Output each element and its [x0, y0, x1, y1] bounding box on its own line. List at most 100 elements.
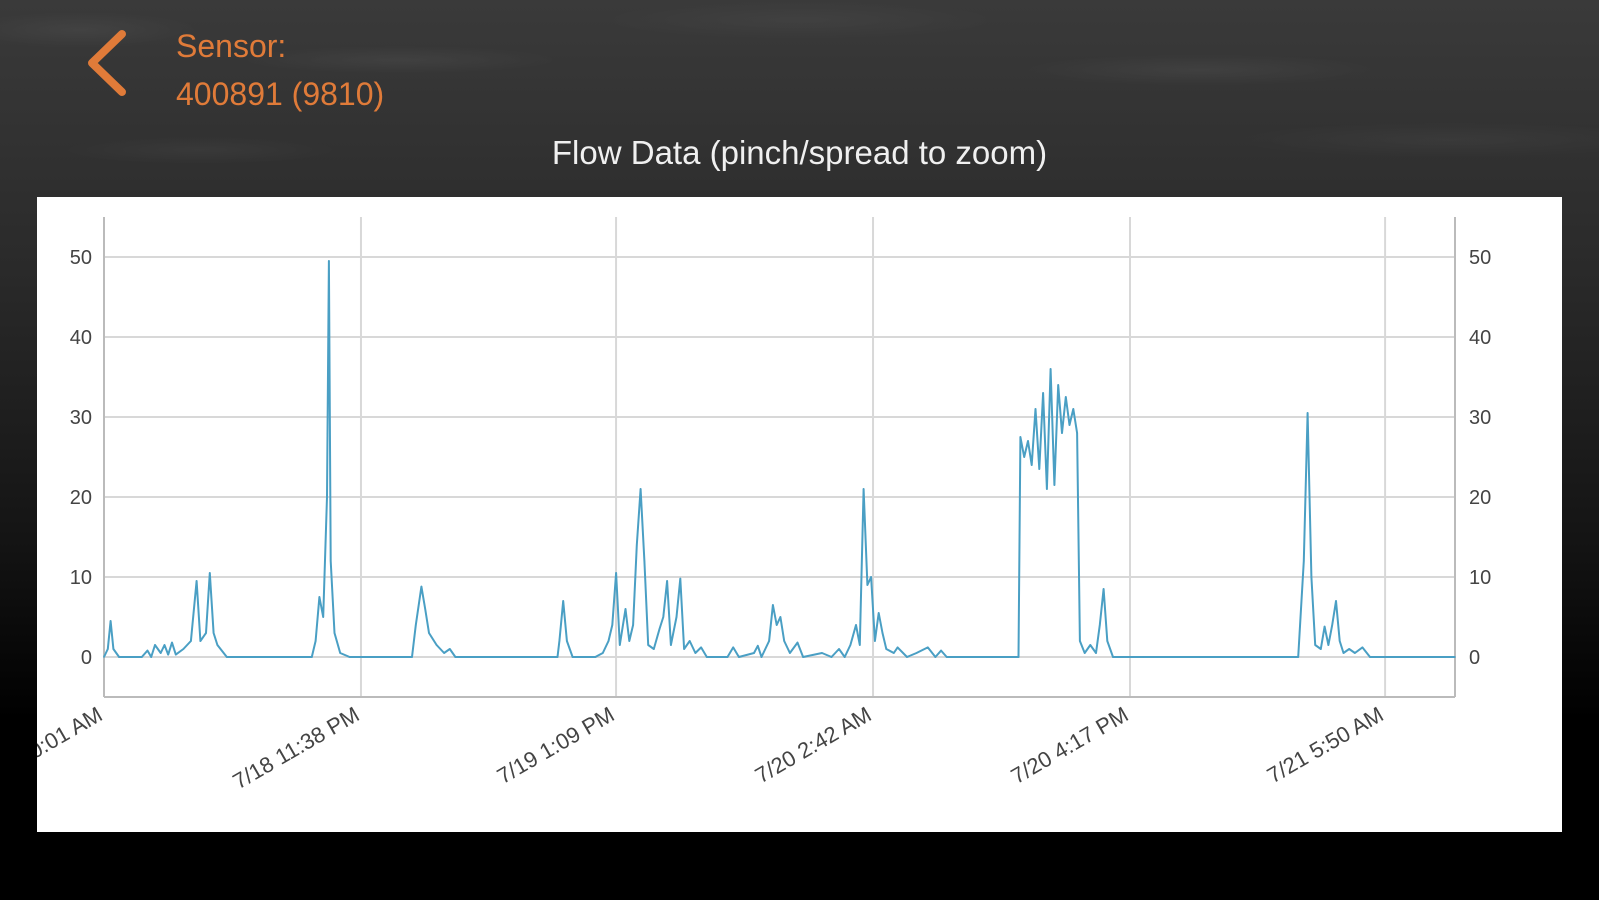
data-point: [322, 616, 325, 618]
data-point: [643, 560, 646, 562]
data-point: [107, 648, 109, 650]
data-point: [1034, 408, 1037, 410]
data-point: [1314, 644, 1316, 646]
data-point: [757, 645, 759, 647]
data-point: [500, 656, 502, 658]
data-point: [146, 649, 149, 652]
data-point: [167, 653, 169, 656]
data-point: [927, 646, 929, 649]
data-point: [775, 624, 778, 626]
data-point: [893, 652, 895, 654]
data-point: [175, 653, 177, 656]
data-point: [435, 644, 438, 646]
flow-chart-svg[interactable]: 0 0 10 10 20 20 30 30 40 40 50 50 7/18 10:01 AM 7/18 …: [37, 197, 1562, 832]
data-point: [1102, 588, 1105, 590]
data-point: [855, 624, 857, 626]
x-tick-label: 7/18 11:38 PM: [228, 702, 363, 794]
data-point: [789, 652, 791, 654]
y-tick-label-left: 50: [70, 247, 92, 269]
data-point: [1320, 648, 1322, 650]
data-point: [1042, 392, 1044, 394]
data-point: [1199, 656, 1201, 658]
data-point: [874, 640, 876, 642]
x-tick-label: 7/20 2:42 AM: [751, 702, 876, 788]
data-point: [940, 649, 942, 652]
data-point: [802, 656, 804, 658]
data-point: [1323, 625, 1326, 628]
data-point: [906, 656, 908, 658]
data-point: [1076, 432, 1078, 434]
data-point: [182, 648, 185, 650]
data-point: [1019, 436, 1022, 438]
data-point: [1112, 656, 1114, 658]
data-point: [171, 641, 173, 644]
data-point: [670, 644, 672, 646]
sensor-label: Sensor:: [176, 28, 287, 64]
data-point: [1049, 368, 1052, 370]
data-point: [562, 600, 564, 602]
data-point: [420, 585, 423, 588]
data-point: [1354, 652, 1356, 654]
data-point: [783, 640, 785, 642]
data-point: [311, 656, 313, 658]
data-point: [838, 648, 840, 650]
data-point: [150, 656, 152, 658]
data-point: [859, 644, 861, 646]
data-point: [1072, 408, 1075, 410]
data-point: [666, 580, 668, 582]
data-point: [556, 656, 559, 658]
data-point: [1061, 432, 1063, 434]
data-point: [1089, 644, 1092, 646]
data-point: [934, 656, 937, 658]
data-point: [1303, 560, 1305, 562]
data-point: [1306, 412, 1309, 414]
data-point: [415, 624, 417, 626]
y-tick-label-left: 30: [70, 407, 92, 429]
data-point: [326, 496, 328, 498]
data-point: [679, 577, 682, 580]
data-point: [1142, 656, 1144, 658]
data-point: [159, 652, 162, 654]
y-tick-label-right: 40: [1469, 327, 1491, 349]
data-point: [112, 648, 115, 650]
data-point: [254, 656, 256, 658]
data-point: [779, 616, 782, 618]
data-point: [329, 560, 332, 562]
data-point: [753, 652, 755, 654]
data-point: [190, 640, 192, 642]
data-point: [1095, 652, 1097, 654]
y-tick-label-left: 20: [70, 487, 92, 509]
data-point: [318, 596, 321, 598]
data-point: [849, 644, 852, 646]
data-point: [1338, 640, 1341, 642]
x-tick-label: 7/18 10:01 AM: [37, 702, 107, 795]
data-point: [1342, 652, 1345, 654]
data-point: [706, 656, 708, 658]
data-point: [611, 624, 614, 626]
data-point: [163, 644, 166, 646]
y-tick-label-right: 50: [1469, 247, 1491, 269]
flow-chart[interactable]: 0 0 10 10 20 20 30 30 40 40 50 50 7/18 10:01 AM 7/18 …: [37, 197, 1562, 832]
data-point: [199, 640, 202, 642]
data-point: [821, 652, 823, 654]
data-point: [154, 644, 156, 646]
data-point: [1057, 384, 1059, 386]
data-point: [566, 640, 568, 642]
data-point: [885, 648, 888, 650]
data-point: [339, 652, 342, 654]
data-point: [1017, 656, 1020, 658]
data-point: [1099, 624, 1101, 626]
data-point: [1027, 440, 1029, 442]
data-point: [945, 656, 948, 658]
data-point: [726, 656, 729, 658]
data-point: [1293, 656, 1296, 658]
back-button[interactable]: [78, 28, 138, 98]
data-point: [862, 488, 865, 490]
flow-series-line: [103, 260, 1455, 658]
sensor-header: Sensor: 400891 (9810): [176, 22, 384, 118]
y-tick-label-left: 10: [70, 567, 92, 589]
data-point: [424, 608, 427, 610]
data-point: [454, 656, 457, 658]
data-point: [607, 640, 610, 642]
data-point: [881, 632, 884, 634]
